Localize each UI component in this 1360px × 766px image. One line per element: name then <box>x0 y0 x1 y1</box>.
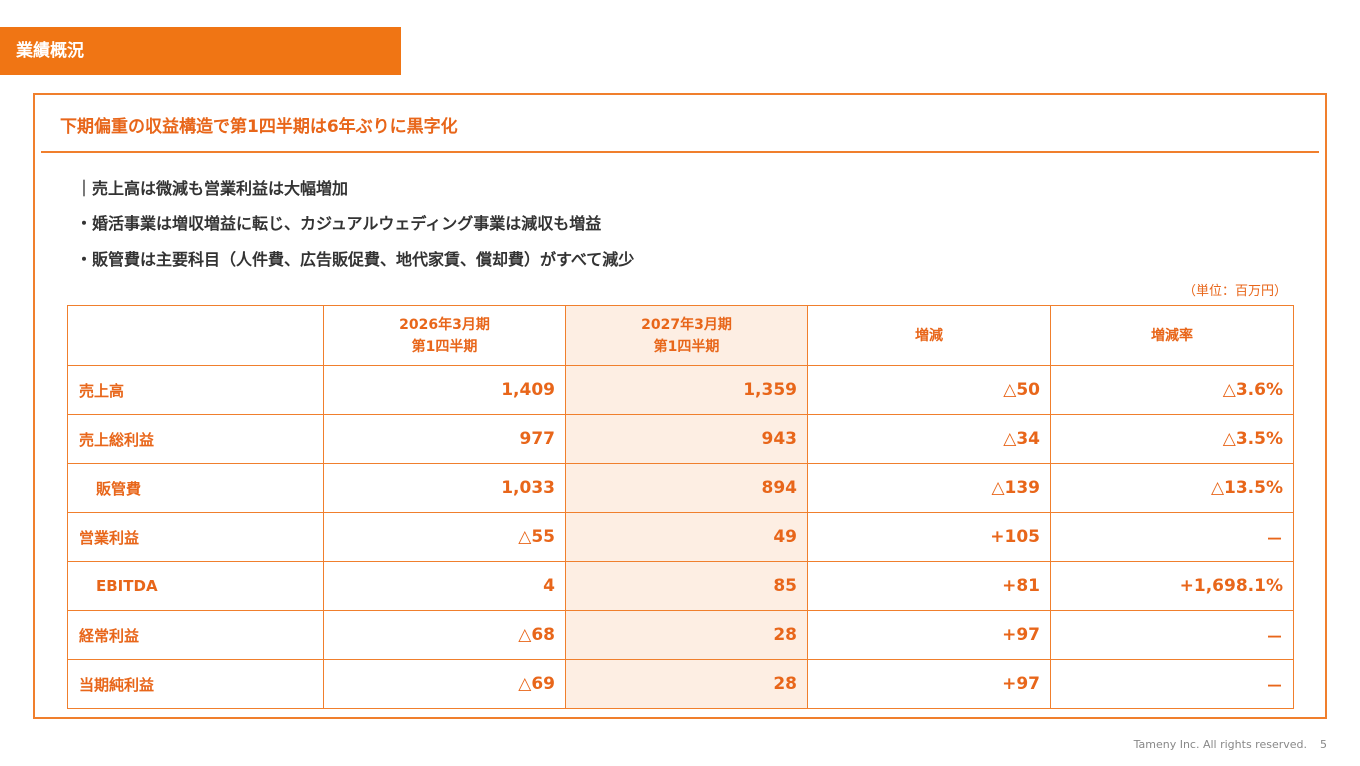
row-label: EBITDA <box>67 561 324 611</box>
value-cell: △3.6% <box>1050 365 1294 415</box>
bullet: ・販管費は主要科目（人件費、広告販促費、地代家賃、償却費）がすべて減少 <box>76 250 635 269</box>
value-cell: △3.5% <box>1050 414 1294 464</box>
page-number: 5 <box>1320 738 1327 751</box>
header-cell: 増減率 <box>1050 305 1294 366</box>
header-cell: 2027年3月期 第1四半期 <box>565 305 808 366</box>
value-cell: － <box>1050 610 1294 660</box>
value-cell: 28 <box>565 610 808 660</box>
header-cell: 増減 <box>807 305 1051 366</box>
value-cell: 977 <box>323 414 566 464</box>
bullet: ｜売上高は微減も営業利益は大幅増加 <box>76 179 349 198</box>
value-cell: +97 <box>807 659 1051 709</box>
value-cell: 85 <box>565 561 808 611</box>
results-table: 2026年3月期 第1四半期 2027年3月期 第1四半期 増減 増減率 売上高 1,409… <box>67 305 1294 709</box>
value-cell: 943 <box>565 414 808 464</box>
unit-note: （単位：百万円） <box>1182 284 1287 299</box>
divider <box>41 151 1319 153</box>
table-row: 営業利益 △55 49 +105 － <box>67 512 1294 562</box>
table-row: 販管費 1,033 894 △139 △13.5% <box>67 463 1294 513</box>
value-cell: +81 <box>807 561 1051 611</box>
value-cell: 894 <box>565 463 808 513</box>
header-text: 増減率 <box>1151 327 1193 344</box>
value-cell: 49 <box>565 512 808 562</box>
header-text: 第1四半期 <box>653 338 720 355</box>
header-text: 2027年3月期 <box>641 316 732 333</box>
row-label: 売上総利益 <box>67 414 324 464</box>
value-cell: △139 <box>807 463 1051 513</box>
value-cell: 1,359 <box>565 365 808 415</box>
header-row: 2026年3月期 第1四半期 2027年3月期 第1四半期 増減 増減率 <box>67 305 1294 366</box>
value-cell: － <box>1050 512 1294 562</box>
table-row: EBITDA 4 85 +81 +1,698.1% <box>67 561 1294 611</box>
value-cell: △68 <box>323 610 566 660</box>
value-cell: 1,409 <box>323 365 566 415</box>
header-text: 2026年3月期 <box>399 316 490 333</box>
value-cell: △69 <box>323 659 566 709</box>
value-cell: +97 <box>807 610 1051 660</box>
header-text: 増減 <box>915 327 943 344</box>
row-label: 当期純利益 <box>67 659 324 709</box>
value-cell: △34 <box>807 414 1051 464</box>
value-cell: +105 <box>807 512 1051 562</box>
table-row: 売上高 1,409 1,359 △50 △3.6% <box>67 365 1294 415</box>
bullet: ・婚活事業は増収増益に転じ、カジュアルウェディング事業は減収も増益 <box>76 214 602 233</box>
value-cell: △55 <box>323 512 566 562</box>
value-cell: 28 <box>565 659 808 709</box>
table-row: 当期純利益 △69 28 +97 － <box>67 659 1294 709</box>
section-header: 業績概況 <box>0 27 401 75</box>
row-label: 販管費 <box>67 463 324 513</box>
copyright: Tameny Inc. All rights reserved. <box>1133 738 1307 751</box>
value-cell: 4 <box>323 561 566 611</box>
value-cell: 1,033 <box>323 463 566 513</box>
header-cell: 2026年3月期 第1四半期 <box>323 305 566 366</box>
table-row: 売上総利益 977 943 △34 △3.5% <box>67 414 1294 464</box>
table-row: 経常利益 △68 28 +97 － <box>67 610 1294 660</box>
row-label: 営業利益 <box>67 512 324 562</box>
value-cell: △13.5% <box>1050 463 1294 513</box>
content-frame <box>33 93 1327 719</box>
header-text: 第1四半期 <box>411 338 478 355</box>
value-cell: △50 <box>807 365 1051 415</box>
value-cell: － <box>1050 659 1294 709</box>
value-cell: +1,698.1% <box>1050 561 1294 611</box>
subtitle: 下期偏重の収益構造で第1四半期は6年ぶりに黒字化 <box>60 117 458 137</box>
header-cell <box>67 305 324 366</box>
row-label: 売上高 <box>67 365 324 415</box>
row-label: 経常利益 <box>67 610 324 660</box>
